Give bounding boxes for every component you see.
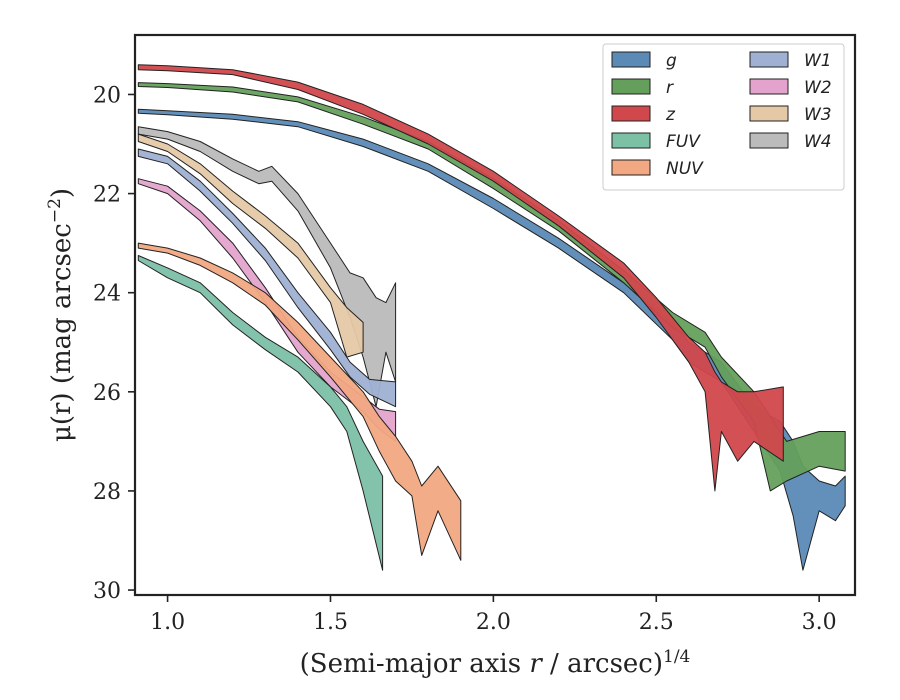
- legend-label-w3: W3: [804, 105, 832, 125]
- y-axis-label: μ(r) (mag arcsec−2): [45, 188, 77, 442]
- band-w3: [137, 133, 364, 358]
- band-nuv: [137, 242, 462, 561]
- legend-label-w2: W2: [804, 78, 832, 98]
- legend-swatch-w2: [749, 78, 789, 95]
- chart-bands: [137, 64, 846, 571]
- x-tick-label: 2.5: [639, 610, 674, 635]
- legend-swatch-z: [611, 105, 651, 122]
- legend-swatch-r: [611, 78, 651, 95]
- legend-swatch-fuv: [611, 132, 651, 149]
- legend-label-w1: W1: [804, 51, 832, 71]
- x-tick-label: 1.0: [150, 610, 185, 635]
- x-tick-label: 3.0: [802, 610, 837, 635]
- legend-swatch-nuv: [611, 159, 651, 176]
- x-axis-ticks: 1.0 1.5 2.0 2.5 3.0: [150, 595, 837, 635]
- band-w1: [137, 148, 397, 408]
- y-tick-label: 30: [93, 579, 121, 604]
- x-axis-label: (Semi-major axis r / arcsec)1/4: [300, 647, 691, 679]
- legend-label-nuv: NUV: [666, 159, 704, 179]
- band-z: [137, 64, 784, 492]
- legend-label-z: z: [665, 105, 676, 125]
- plot-frame: [133, 33, 857, 597]
- legend-swatch-w1: [749, 51, 789, 68]
- legend: grz FUV NUV W1 W2 W3 W4: [602, 43, 845, 191]
- y-axis-ticks: 20 22 24 26 28 30: [93, 83, 135, 604]
- band-fuv: [137, 255, 384, 571]
- legend-label-r: r: [666, 78, 674, 98]
- y-tick-label: 28: [93, 480, 121, 505]
- y-tick-label: 20: [93, 83, 121, 108]
- y-tick-label: 24: [93, 282, 121, 307]
- legend-label-fuv: FUV: [666, 132, 701, 152]
- legend-swatch-w3: [749, 105, 789, 122]
- x-tick-label: 1.5: [313, 610, 348, 635]
- x-tick-label: 2.0: [476, 610, 511, 635]
- legend-swatch-g: [611, 51, 651, 68]
- y-tick-label: 26: [93, 381, 121, 406]
- legend-label-w4: W4: [804, 132, 832, 152]
- legend-swatch-w4: [749, 132, 789, 149]
- legend-label-g: g: [666, 51, 677, 71]
- band-g: [137, 108, 846, 571]
- y-tick-label: 22: [93, 183, 121, 208]
